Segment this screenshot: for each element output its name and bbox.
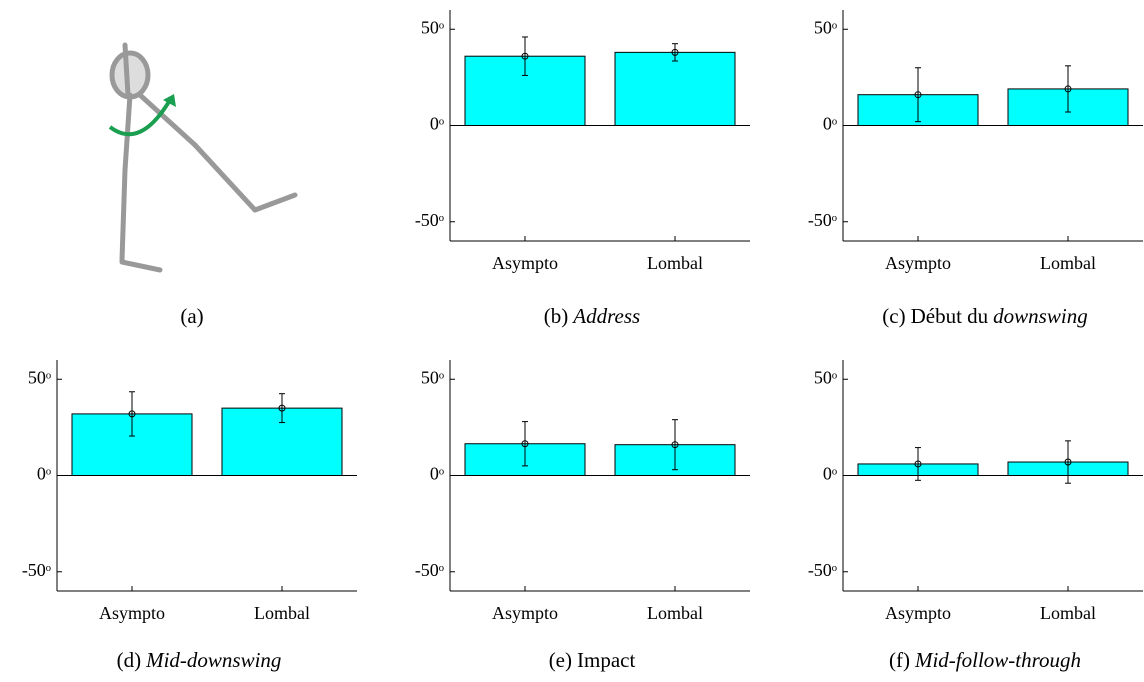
- y-tick-label: -50ᵒ: [415, 560, 444, 580]
- y-tick-label: 50ᵒ: [421, 17, 444, 37]
- mean-marker: [914, 91, 922, 99]
- x-tick-label: Lombal: [1040, 603, 1096, 623]
- caption-part: downswing: [993, 304, 1088, 328]
- bar: [614, 51, 736, 126]
- y-tick-label: 50ᵒ: [421, 367, 444, 387]
- mean-marker: [914, 460, 922, 468]
- mean-marker: [1064, 85, 1072, 93]
- x-tick-label: Lombal: [254, 603, 310, 623]
- y-tick-label: 50ᵒ: [28, 367, 51, 387]
- y-tick-label: -50ᵒ: [808, 560, 837, 580]
- y-tick-label: 0ᵒ: [823, 114, 837, 134]
- caption-part: Mid-follow-through: [914, 648, 1081, 672]
- x-tick-label: Lombal: [647, 603, 703, 623]
- x-tick-label: Lombal: [1040, 253, 1096, 273]
- x-tick-label: Asympto: [99, 603, 165, 623]
- caption-part: (f): [889, 648, 910, 672]
- x-tick-label: Asympto: [885, 603, 951, 623]
- caption-part: (b): [544, 304, 569, 328]
- y-tick-label: 0ᵒ: [430, 464, 444, 484]
- caption-part: Début du: [911, 304, 989, 328]
- caption: (e) Impact: [549, 648, 636, 672]
- y-tick-label: 0ᵒ: [430, 114, 444, 134]
- caption: (c) Début du downswing: [882, 304, 1087, 328]
- x-tick-label: Asympto: [492, 603, 558, 623]
- y-tick-label: 0ᵒ: [823, 464, 837, 484]
- x-tick-label: Lombal: [647, 253, 703, 273]
- y-tick-label: 50ᵒ: [814, 17, 837, 37]
- caption-part: (c): [882, 304, 905, 328]
- mean-marker: [671, 48, 679, 56]
- mean-marker: [1064, 458, 1072, 466]
- x-tick-label: Asympto: [492, 253, 558, 273]
- caption-part: Mid-downswing: [145, 648, 281, 672]
- rotation-arrow: [108, 98, 172, 137]
- y-tick-label: -50ᵒ: [415, 210, 444, 230]
- caption-part: Impact: [577, 648, 635, 672]
- mean-marker: [521, 440, 529, 448]
- mean-marker: [278, 404, 286, 412]
- caption: (f) Mid-follow-through: [889, 648, 1081, 672]
- caption: (d) Mid-downswing: [117, 648, 282, 672]
- arrow-head: [163, 94, 176, 107]
- caption-part: (e): [549, 648, 572, 672]
- x-tick-label: Asympto: [885, 253, 951, 273]
- caption-part: Address: [571, 304, 640, 328]
- caption: (a): [180, 304, 203, 328]
- skeleton-illustration: [109, 42, 298, 273]
- y-tick-label: -50ᵒ: [808, 210, 837, 230]
- y-tick-label: -50ᵒ: [22, 560, 51, 580]
- mean-marker: [671, 441, 679, 449]
- y-tick-label: 50ᵒ: [814, 367, 837, 387]
- y-tick-label: 0ᵒ: [37, 464, 51, 484]
- mean-marker: [521, 52, 529, 60]
- caption: (b) Address: [544, 304, 640, 328]
- mean-marker: [128, 410, 136, 418]
- caption-part: (d): [117, 648, 142, 672]
